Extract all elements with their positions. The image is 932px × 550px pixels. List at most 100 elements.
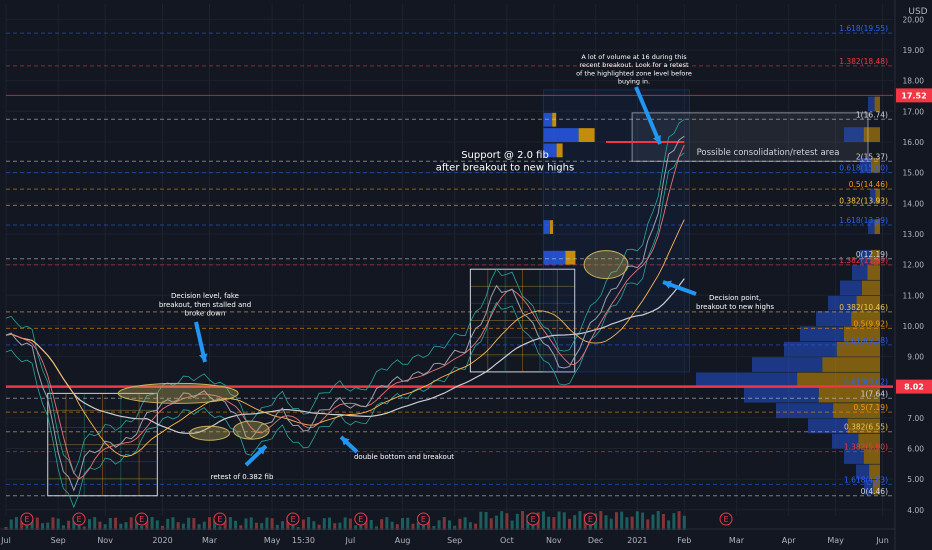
volume-bar xyxy=(129,517,133,530)
volume-bar xyxy=(56,518,60,530)
volume-bar xyxy=(82,526,86,530)
volume-bar xyxy=(14,517,18,530)
volume-bar xyxy=(411,523,415,530)
volume-bar xyxy=(155,520,159,530)
time-axis[interactable]: Jul Sep Nov 2020 Mar May 15:30 Jul Aug Sep Oct Nov D… xyxy=(0,528,895,545)
earnings-marker-icon xyxy=(213,512,227,526)
annotation-volume16: A lot of volume at 16 during this recent … xyxy=(576,53,692,85)
volume-bar xyxy=(145,520,149,530)
volume-bar xyxy=(484,512,488,530)
fib-box-2019 xyxy=(47,392,158,497)
volume-bar xyxy=(406,517,410,530)
volume-bar xyxy=(401,517,405,530)
price-tick-label: 15.00 xyxy=(903,169,925,178)
arrowhead-icon xyxy=(652,135,661,144)
earnings-marker-letter: E xyxy=(290,515,295,524)
fib-level-label: 1(7.64) xyxy=(861,389,888,398)
annotation-line: Decision point, xyxy=(709,294,761,302)
currency-label: USD xyxy=(908,7,927,17)
volume-bar xyxy=(150,517,154,530)
time-tick-label: Oct xyxy=(500,536,514,545)
price-series xyxy=(5,119,685,509)
volume-profile-bar xyxy=(860,249,871,265)
highlight-ellipse xyxy=(232,420,270,440)
volume-profile-bar xyxy=(868,219,875,234)
volume-bar xyxy=(260,523,264,530)
volume-bar xyxy=(442,517,446,530)
volume-bar xyxy=(385,517,389,530)
fib-level-label: 0.618(8.02) xyxy=(844,378,888,387)
volume-bar xyxy=(275,524,279,530)
volume-bar xyxy=(228,517,232,530)
annotation-line: of the highlighted zone level before xyxy=(576,69,692,77)
earnings-marker-icon xyxy=(72,512,86,526)
price-axis[interactable]: USD 4.005.006.007.008.009.0010.0011.0012… xyxy=(894,0,932,550)
volume-profile-bar xyxy=(844,326,880,342)
volume-bar xyxy=(479,511,483,530)
volume-bar xyxy=(171,517,175,530)
volume-bar xyxy=(35,517,39,530)
volume-bar xyxy=(286,517,290,530)
volume-bar xyxy=(30,518,34,530)
price-tick-label: 16.00 xyxy=(903,138,925,147)
fib-level-label: 0.382(13.93) xyxy=(839,196,888,205)
volume-bar xyxy=(124,522,128,530)
volume-bar xyxy=(327,517,331,530)
volume-bar xyxy=(620,511,624,530)
session-profile-bar xyxy=(578,128,595,142)
time-tick-label: Jul xyxy=(345,536,356,545)
volume-bar xyxy=(661,514,665,530)
time-tick-label: May xyxy=(264,536,281,545)
volume-bars xyxy=(4,511,686,530)
volume-profile-bar xyxy=(867,265,880,280)
volume-bar xyxy=(67,520,71,530)
earnings-marker-icon xyxy=(20,512,34,526)
earnings-marker-letter: E xyxy=(358,515,363,524)
fib-level-label: 2(15.37) xyxy=(856,152,888,161)
price-tick-label: 4.00 xyxy=(907,506,924,515)
earnings-marker-letter: E xyxy=(588,515,593,524)
volume-bar xyxy=(239,525,243,530)
price-line xyxy=(5,135,685,492)
annotation-line: A lot of volume at 16 during this xyxy=(581,53,687,61)
session-profile-bar xyxy=(556,143,563,158)
volume-bar xyxy=(46,522,50,530)
volume-profile-bar xyxy=(851,311,880,326)
volume-profile-bar xyxy=(800,326,844,342)
volume-bar xyxy=(458,518,462,530)
volume-profile-bar xyxy=(858,433,880,449)
volume-bar xyxy=(249,517,253,530)
annotation-decision-level: Decision level, fake breakout, then stall… xyxy=(159,292,251,318)
volume-bar xyxy=(166,518,170,530)
fib-level-label: 1.618(13.29) xyxy=(839,216,888,225)
volume-profile-bar xyxy=(863,449,880,464)
annotation-consolidation: Possible consolidation/retest area xyxy=(697,148,840,158)
annotation-line: buying in. xyxy=(618,77,650,85)
volume-bar xyxy=(448,520,451,530)
volume-bar xyxy=(61,525,65,530)
volume-bar xyxy=(9,519,13,530)
highlight-ellipse xyxy=(188,425,230,441)
price-tick-label: 7.00 xyxy=(907,414,924,423)
session-profile-bar xyxy=(543,128,579,142)
volume-bar xyxy=(364,517,368,530)
annotation-line: breakout to new highs xyxy=(696,303,774,311)
annotation-retest: retest of 0.382 fib xyxy=(211,473,274,481)
volume-profile-bar xyxy=(816,311,852,326)
volume-bar xyxy=(108,517,112,530)
fib-levels: 1.618(19.55) 1.382(18.48) 1(16.74) 2(15.37)… xyxy=(6,24,893,497)
volume-bar xyxy=(176,522,180,530)
volume-profile-bar xyxy=(871,157,880,173)
earnings-marker-letter: E xyxy=(530,515,535,524)
volume-bar xyxy=(234,520,238,530)
annotation-decision-point: Decision point, breakout to new highs xyxy=(696,294,774,311)
fib-level-label: 1.618(19.55) xyxy=(839,24,888,33)
volume-bar xyxy=(281,521,285,530)
volume-bar xyxy=(223,519,227,530)
volume-profile-bar xyxy=(840,280,862,296)
highlight-ellipses xyxy=(117,250,629,441)
time-tick-label: Jun xyxy=(875,536,889,545)
annotation-line: double bottom and breakout xyxy=(354,453,454,461)
volume-profile-bar xyxy=(870,188,876,204)
